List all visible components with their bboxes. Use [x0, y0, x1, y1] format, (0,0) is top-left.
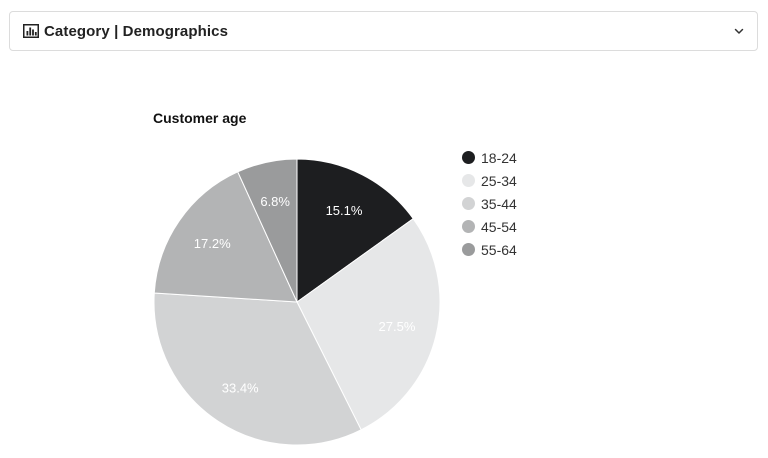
- legend-swatch: [462, 174, 475, 187]
- legend-swatch: [462, 220, 475, 233]
- legend-item-18-24[interactable]: 18-24: [462, 146, 517, 169]
- bar-chart-icon: [23, 24, 39, 38]
- pie-slice-45-54[interactable]: [153, 171, 298, 303]
- legend-label: 18-24: [481, 149, 517, 166]
- chart-legend: 18-24 25-34 35-44 45-54 55-64: [462, 146, 517, 261]
- legend-item-45-54[interactable]: 45-54: [462, 215, 517, 238]
- legend-item-55-64[interactable]: 55-64: [462, 238, 517, 261]
- chart-title: Customer age: [153, 110, 247, 126]
- legend-label: 45-54: [481, 218, 517, 235]
- legend-swatch: [462, 197, 475, 210]
- pie-slice-18-24[interactable]: [296, 158, 414, 303]
- legend-swatch: [462, 243, 475, 256]
- slice-label-55-64: 6.8%: [260, 194, 290, 209]
- pie-slice-35-44[interactable]: [153, 292, 362, 446]
- category-title: Category | Demographics: [44, 22, 229, 40]
- legend-label: 35-44: [481, 195, 517, 212]
- slice-label-45-54: 17.2%: [194, 236, 231, 251]
- legend-item-35-44[interactable]: 35-44: [462, 192, 517, 215]
- pie-slice-25-34[interactable]: [296, 217, 441, 431]
- legend-item-25-34[interactable]: 25-34: [462, 169, 517, 192]
- legend-label: 55-64: [481, 241, 517, 258]
- category-dropdown[interactable]: Category | Demographics: [9, 11, 758, 51]
- slice-label-35-44: 33.4%: [222, 380, 259, 395]
- chevron-down-icon[interactable]: [733, 25, 745, 37]
- legend-label: 25-34: [481, 172, 517, 189]
- pie-slice-55-64[interactable]: [237, 158, 298, 303]
- slice-label-25-34: 27.5%: [379, 319, 416, 334]
- legend-swatch: [462, 151, 475, 164]
- slice-label-18-24: 15.1%: [326, 203, 363, 218]
